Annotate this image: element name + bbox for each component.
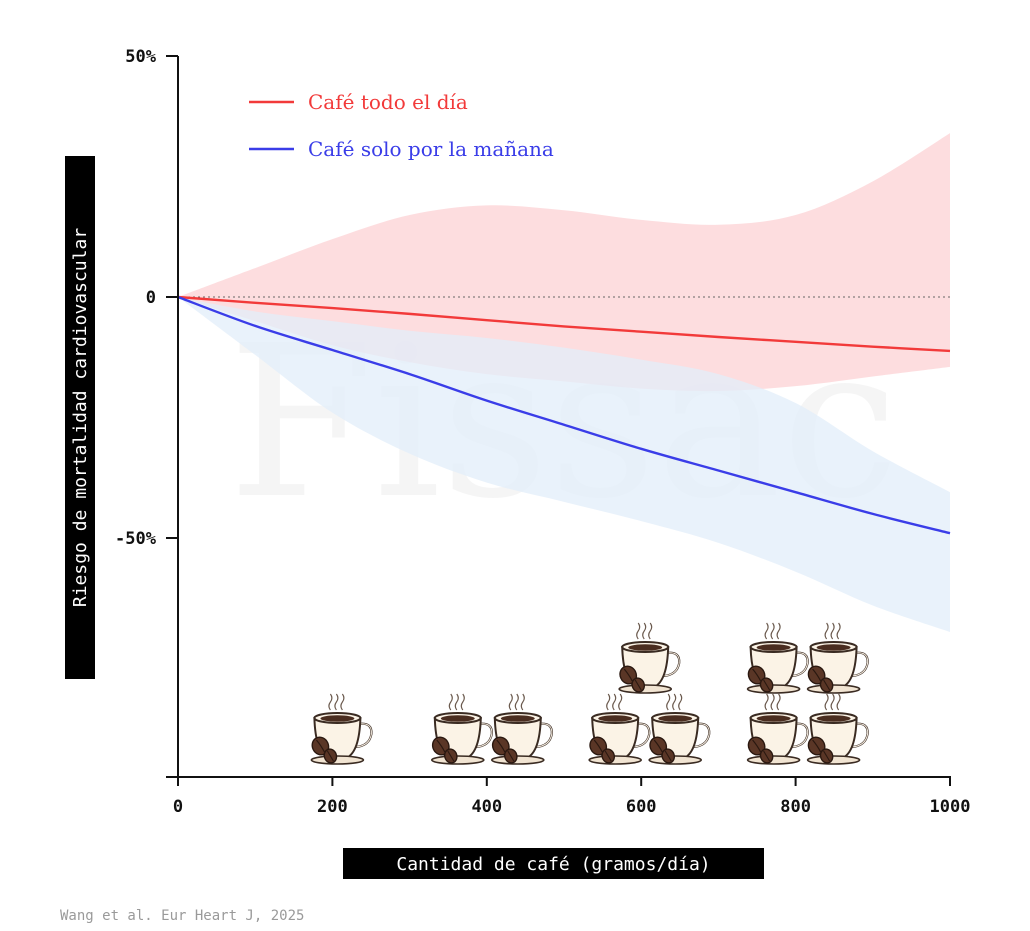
coffee-cup-icon — [488, 692, 553, 766]
series-lines — [177, 295, 951, 535]
series-line-2 — [177, 295, 951, 535]
coffee-cup-icons — [308, 621, 869, 766]
x-tick-label: 1000 — [930, 797, 971, 817]
y-tick-label: 50% — [125, 47, 156, 67]
legend-label-2: Café solo por la mañana — [308, 137, 554, 161]
x-tick-label: 400 — [471, 797, 502, 817]
y-ticks: 50% 0 -50% — [115, 47, 178, 778]
coffee-cup-icon — [646, 692, 711, 766]
x-tick-label: 600 — [626, 797, 657, 817]
coffee-cup-icon — [586, 692, 651, 766]
coffee-cup-icon — [616, 621, 681, 695]
legend: Café todo el día Café solo por la mañana — [249, 90, 554, 161]
coffee-cup-icon — [744, 621, 809, 695]
coffee-cup-icon — [804, 621, 869, 695]
x-tick-label: 0 — [173, 797, 183, 817]
x-ticks: 0 200 400 600 800 1000 — [173, 777, 971, 817]
coffee-cup-icon — [428, 692, 493, 766]
coffee-cup-icon — [744, 692, 809, 766]
x-tick-label: 800 — [780, 797, 811, 817]
source-note: Wang et al. Eur Heart J, 2025 — [60, 908, 304, 924]
confidence-bands — [178, 133, 950, 632]
y-tick-label: 0 — [146, 288, 156, 308]
x-axis-label: Cantidad de café (gramos/día) — [396, 854, 710, 875]
y-axis-title: Riesgo de mortalidad cardiovascular — [65, 156, 95, 679]
coffee-cup-icon — [308, 692, 373, 766]
series-line-1 — [177, 295, 951, 353]
y-axis-label: Riesgo de mortalidad cardiovascular — [70, 228, 91, 607]
axes — [177, 56, 951, 778]
confidence-band-2 — [178, 297, 950, 632]
x-tick-label: 200 — [317, 797, 348, 817]
y-tick-label: -50% — [115, 529, 157, 549]
legend-label-1: Café todo el día — [308, 90, 468, 114]
coffee-cup-icon — [804, 692, 869, 766]
x-axis-title: Cantidad de café (gramos/día) — [343, 848, 764, 879]
